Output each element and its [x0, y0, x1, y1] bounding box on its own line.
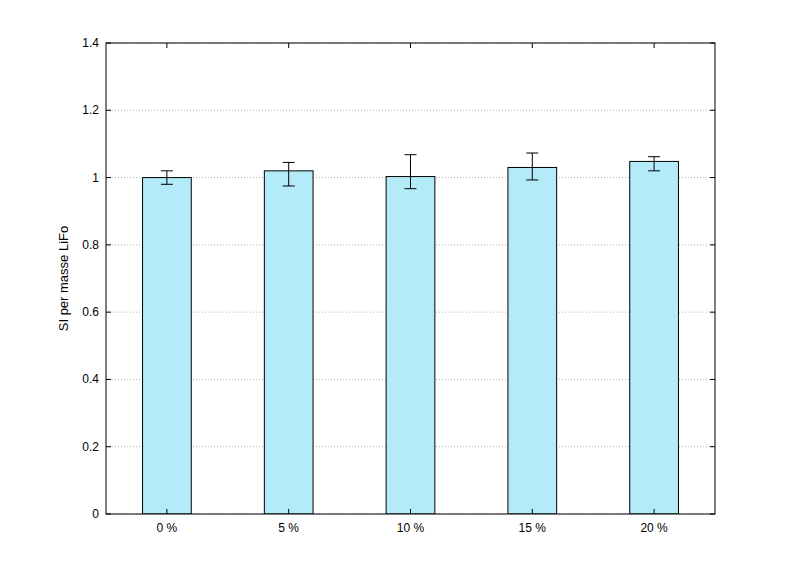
grid-line — [106, 110, 715, 111]
chart-container: 0 0.2 0.4 0.6 0.8 1 1.2 1.4 0 % 5 % 10 % 15 % 20 % SI… — [0, 0, 797, 577]
y-tick-label: 0.8 — [82, 238, 99, 252]
x-tick-label: 10 % — [397, 521, 425, 535]
x-tick-label: 5 % — [278, 521, 299, 535]
bar — [386, 177, 435, 514]
y-tick-label: 1.4 — [82, 36, 99, 50]
y-tick — [106, 244, 111, 245]
x-tick-top — [410, 43, 411, 48]
y-tick-right — [710, 379, 715, 380]
error-stem — [654, 157, 655, 171]
y-tick-label: 0 — [92, 507, 99, 521]
y-tick — [106, 43, 111, 44]
y-tick-label: 1.2 — [82, 103, 99, 117]
x-tick — [532, 509, 533, 514]
y-tick — [106, 379, 111, 380]
y-tick-label: 1 — [92, 171, 99, 185]
x-tick-top — [654, 43, 655, 48]
error-bar — [526, 153, 538, 180]
x-tick — [410, 509, 411, 514]
error-bar — [283, 162, 295, 186]
error-cap-high — [161, 170, 173, 171]
y-tick — [106, 177, 111, 178]
error-bar — [161, 171, 173, 184]
error-bar — [405, 155, 417, 189]
y-tick — [106, 514, 111, 515]
x-tick-top — [288, 43, 289, 48]
y-tick-label: 0.2 — [82, 440, 99, 454]
error-cap-high — [648, 156, 660, 157]
x-tick — [654, 509, 655, 514]
y-tick-right — [710, 312, 715, 313]
error-cap-low — [405, 188, 417, 189]
bars — [143, 153, 679, 514]
y-tick-label: 0.6 — [82, 305, 99, 319]
x-tick — [288, 509, 289, 514]
bar — [143, 178, 192, 514]
x-tick — [166, 509, 167, 514]
bar — [508, 167, 557, 514]
x-tick-top — [166, 43, 167, 48]
y-tick — [106, 110, 111, 111]
x-tick-label: 20 % — [640, 521, 668, 535]
error-cap-low — [161, 184, 173, 185]
y-tick-right — [710, 446, 715, 447]
error-stem — [410, 155, 411, 189]
error-cap-high — [405, 154, 417, 155]
error-cap-low — [283, 185, 295, 186]
y-tick-label: 0.4 — [82, 372, 99, 386]
x-tick-top — [532, 43, 533, 48]
y-tick-right — [710, 177, 715, 178]
error-cap-low — [526, 179, 538, 180]
error-cap-high — [283, 162, 295, 163]
axes-frame — [106, 43, 715, 514]
y-axis-label: SI per masse LiFo — [56, 226, 71, 332]
y-tick-right — [710, 110, 715, 111]
error-stem — [532, 153, 533, 180]
y-tick-right — [710, 244, 715, 245]
error-cap-high — [526, 153, 538, 154]
x-tick-label: 15 % — [519, 521, 547, 535]
y-tick-right — [710, 514, 715, 515]
x-tick-label: 0 % — [157, 521, 178, 535]
y-tick — [106, 312, 111, 313]
y-tick — [106, 446, 111, 447]
error-bar — [648, 157, 660, 171]
error-stem — [288, 162, 289, 186]
bar — [630, 161, 679, 514]
chart-svg: 0 0.2 0.4 0.6 0.8 1 1.2 1.4 0 % 5 % 10 % 15 % 20 % SI… — [0, 0, 797, 577]
error-stem — [166, 171, 167, 184]
error-cap-low — [648, 170, 660, 171]
bar — [264, 171, 313, 514]
y-tick-right — [710, 43, 715, 44]
